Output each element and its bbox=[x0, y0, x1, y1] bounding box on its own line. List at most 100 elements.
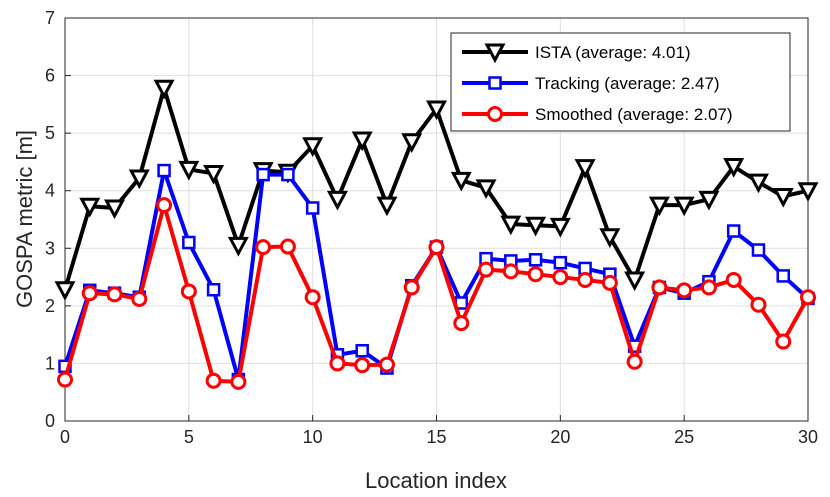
x-tick-label: 30 bbox=[798, 427, 818, 447]
x-tick-label: 20 bbox=[550, 427, 570, 447]
x-tick-label: 10 bbox=[303, 427, 323, 447]
data-point bbox=[57, 371, 73, 388]
data-point bbox=[723, 158, 745, 178]
data-point bbox=[700, 279, 717, 296]
data-point bbox=[725, 271, 742, 288]
data-point bbox=[128, 169, 150, 190]
y-tick-label: 5 bbox=[45, 123, 55, 143]
data-point bbox=[698, 190, 720, 211]
legend-entry: Smoothed (average: 2.07) bbox=[462, 105, 733, 124]
data-point bbox=[450, 171, 472, 192]
x-axis-label: Location index bbox=[365, 468, 507, 493]
data-point bbox=[351, 131, 373, 152]
data-point bbox=[326, 190, 348, 211]
data-point bbox=[776, 269, 790, 283]
data-point bbox=[651, 279, 668, 296]
axis-ticks: 0 5 10 15 20 25 30 0 1 2 3 4 5 6 7 bbox=[45, 8, 818, 447]
legend-label: ISTA (average: 4.01) bbox=[535, 43, 691, 62]
data-point bbox=[750, 296, 767, 313]
data-point bbox=[355, 344, 369, 358]
legend-entry: ISTA (average: 4.01) bbox=[462, 43, 691, 64]
data-point bbox=[153, 79, 175, 100]
data-point bbox=[747, 173, 769, 194]
data-point bbox=[552, 269, 569, 286]
legend-marker bbox=[488, 76, 502, 90]
data-point bbox=[553, 255, 568, 270]
y-tick-label: 3 bbox=[45, 238, 55, 258]
data-point bbox=[329, 355, 346, 372]
data-point bbox=[354, 357, 371, 374]
data-point bbox=[527, 266, 544, 283]
data-point bbox=[227, 236, 249, 257]
data-point bbox=[775, 333, 792, 350]
data-point bbox=[797, 182, 819, 202]
data-point bbox=[81, 285, 98, 302]
y-tick-label: 1 bbox=[45, 353, 55, 373]
data-point bbox=[601, 274, 618, 291]
data-point bbox=[131, 290, 148, 307]
data-point bbox=[230, 373, 247, 390]
data-point bbox=[772, 187, 794, 208]
data-point bbox=[54, 281, 76, 301]
legend-label: Smoothed (average: 2.07) bbox=[535, 105, 733, 124]
legend-marker bbox=[487, 106, 503, 122]
data-point bbox=[676, 282, 693, 299]
data-point bbox=[673, 196, 695, 217]
legend-entry: Tracking (average: 2.47) bbox=[462, 74, 720, 93]
data-point bbox=[206, 282, 221, 297]
data-point bbox=[478, 261, 495, 278]
data-point bbox=[500, 215, 522, 236]
data-point bbox=[624, 271, 646, 292]
data-point bbox=[178, 160, 200, 181]
x-tick-label: 15 bbox=[426, 427, 446, 447]
y-tick-label: 0 bbox=[45, 411, 55, 431]
data-point bbox=[403, 279, 420, 296]
y-tick-label: 7 bbox=[45, 8, 55, 28]
x-tick-label: 25 bbox=[674, 427, 694, 447]
data-point bbox=[182, 235, 196, 250]
data-point bbox=[376, 196, 398, 217]
data-point bbox=[106, 286, 123, 303]
legend-label: Tracking (average: 2.47) bbox=[535, 74, 720, 93]
data-point bbox=[574, 159, 596, 179]
data-point bbox=[528, 253, 543, 267]
data-point bbox=[203, 164, 225, 185]
data-point bbox=[525, 216, 547, 237]
series-group bbox=[54, 79, 819, 390]
data-point bbox=[549, 217, 571, 238]
data-point bbox=[800, 289, 816, 306]
data-point bbox=[279, 238, 296, 255]
data-point bbox=[599, 228, 621, 248]
data-point bbox=[726, 224, 741, 238]
data-point bbox=[305, 201, 320, 215]
y-axis-label: GOSPA metric [m] bbox=[12, 130, 37, 308]
data-point bbox=[502, 263, 519, 280]
x-tick-label: 0 bbox=[60, 427, 70, 447]
legend-marker bbox=[484, 43, 506, 64]
data-point bbox=[156, 197, 173, 214]
data-point bbox=[428, 239, 445, 256]
data-point bbox=[378, 356, 395, 373]
data-point bbox=[648, 196, 670, 217]
y-tick-label: 2 bbox=[45, 296, 55, 316]
y-tick-label: 6 bbox=[45, 66, 55, 86]
data-point bbox=[79, 197, 101, 218]
data-point bbox=[304, 289, 321, 306]
data-point bbox=[577, 271, 594, 288]
data-point bbox=[205, 372, 222, 389]
data-point bbox=[302, 137, 324, 157]
data-point bbox=[453, 315, 470, 332]
data-point bbox=[180, 283, 197, 300]
series-circle bbox=[57, 197, 816, 390]
data-point bbox=[751, 243, 766, 257]
data-point bbox=[626, 353, 643, 370]
y-tick-label: 4 bbox=[45, 181, 55, 201]
legend: ISTA (average: 4.01) Tracking (average: 2… bbox=[450, 32, 791, 132]
data-point bbox=[157, 163, 171, 178]
data-point bbox=[255, 239, 272, 256]
x-tick-label: 5 bbox=[184, 427, 194, 447]
data-point bbox=[256, 167, 270, 182]
data-point bbox=[104, 199, 126, 220]
data-point bbox=[475, 179, 497, 200]
data-point bbox=[281, 167, 295, 182]
